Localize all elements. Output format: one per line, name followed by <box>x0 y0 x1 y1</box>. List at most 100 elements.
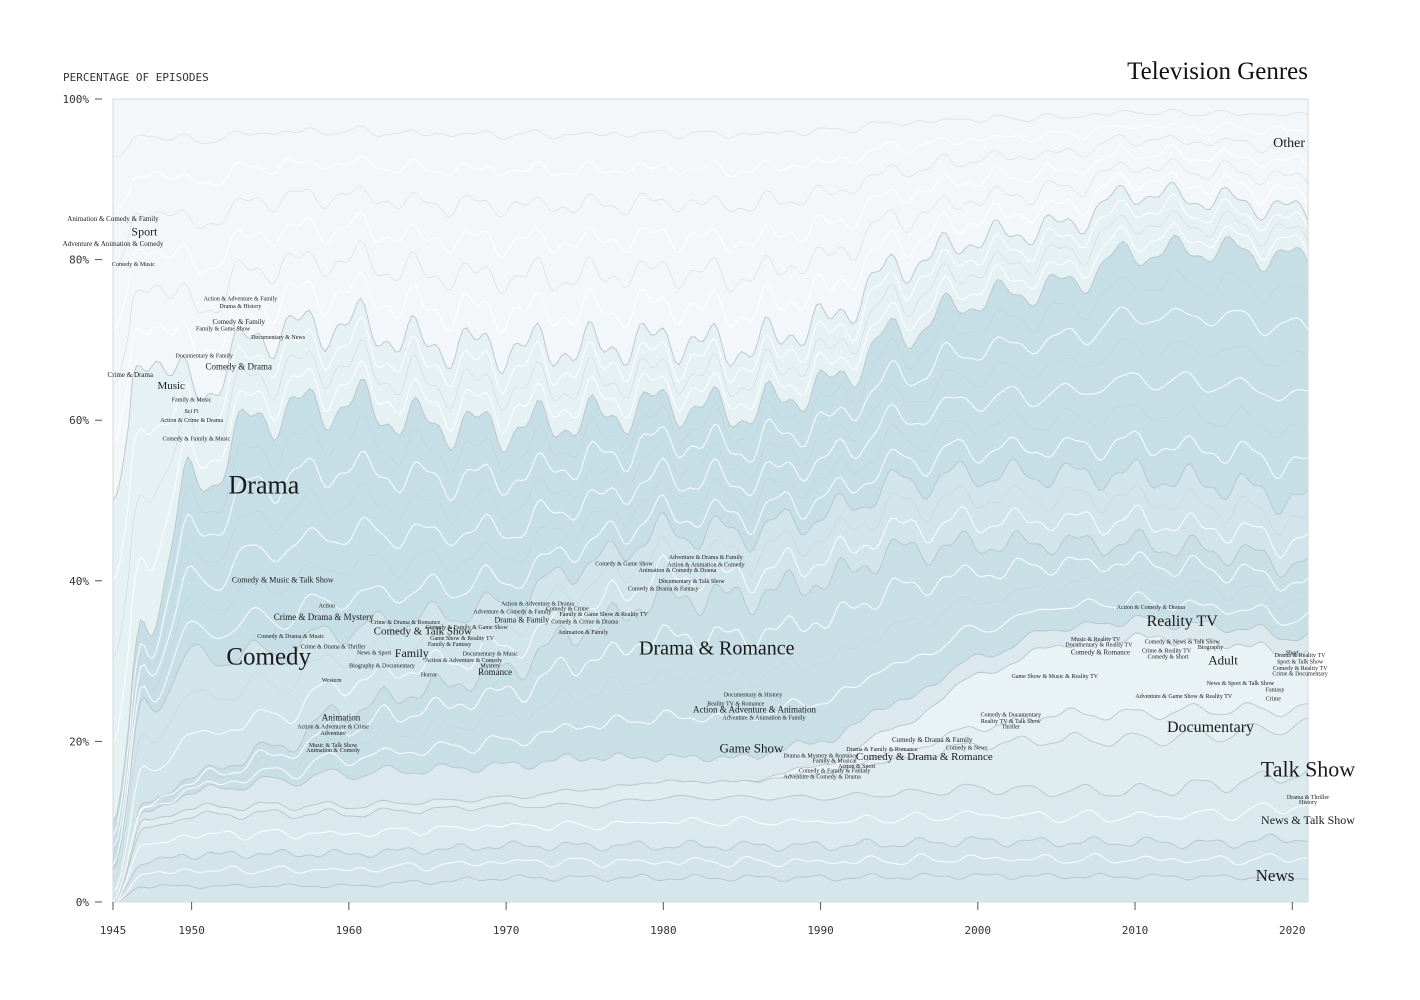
genre-label-reality-tv-talk-show-73: Reality TV & Talk Show <box>981 719 1042 725</box>
genre-label-sport-talk-show-88: Sport & Talk Show <box>1277 660 1324 666</box>
y-axis: 0% 20% 40% 60% 80% 100% <box>63 93 102 909</box>
series-texture-sport-1 <box>112 222 1309 744</box>
series-texture-drama-5 <box>112 306 1309 837</box>
genre-label-comedy-family-7: Comedy & Family <box>213 318 266 326</box>
texture-layer <box>112 108 1309 905</box>
y-tick-label-0: 0% <box>76 896 90 909</box>
genre-label-family-music-14: Family & Music <box>172 398 212 404</box>
chart-title: Television Genres <box>1127 58 1308 85</box>
genre-label-romance-36: Romance <box>478 667 512 677</box>
genre-label-documentary-family-10: Documentary & Family <box>176 354 233 360</box>
genre-label-game-show-62: Game Show <box>719 741 784 756</box>
genre-label-comedy-drama-romance-71: Comedy & Drama & Romance <box>856 751 993 763</box>
genre-label-animation-comedy-drama-54: Animation & Comedy & Drama <box>639 568 717 574</box>
genre-label-crime-reality-tv-83: Crime & Reality TV <box>1142 648 1192 654</box>
genre-label-fantasy-92: Fantasy <box>1266 688 1285 694</box>
genre-label-action-adventure-comedy-32: Action & Adventure & Comedy <box>425 658 502 664</box>
genre-label-other-0: Other <box>1273 136 1305 151</box>
genre-label-animation-comedy-family-1: Animation & Comedy & Family <box>67 215 159 223</box>
y-tick-label-60: 60% <box>69 414 89 427</box>
y-tick-label-20: 20% <box>69 735 89 748</box>
genre-label-music-reality-tv-77: Music & Reality TV <box>1071 637 1121 643</box>
genre-label-action-20: Action <box>319 603 335 609</box>
genre-label-family-musical-64: Family & Musical <box>813 758 857 764</box>
genre-label-game-show-music-reality-tv-75: Game Show & Music & Reality TV <box>1012 674 1099 680</box>
y-tick-label-100: 100% <box>63 93 90 106</box>
genre-label-documentary-95: Documentary <box>1167 719 1254 736</box>
genre-label-drama-romance-57: Drama & Romance <box>639 638 795 660</box>
genre-label-reality-tv-romance-59: Reality TV & Romance <box>707 701 764 707</box>
genre-label-drama-reality-tv-87: Drama & Reality TV <box>1275 653 1326 659</box>
genre-label-biography-82: Biography <box>1198 645 1223 651</box>
series-layer <box>112 98 1309 904</box>
series-texture-comedy-2 <box>112 484 1309 883</box>
y-axis-title: PERCENTAGE OF EPISODES <box>63 71 209 84</box>
series-texture-drama-romance-3 <box>112 551 1309 903</box>
genre-label-adventure-animation-family-61: Adventure & Animation & Family <box>723 716 806 722</box>
series-texture-other-6 <box>113 108 1309 158</box>
genre-label-sport-2: Sport <box>131 225 158 239</box>
genre-label-comedy-crime-45: Comedy & Crime <box>546 607 589 613</box>
genre-label-action-adventure-drama-44: Action & Adventure & Drama <box>501 602 574 608</box>
x-tick-label-2020: 2020 <box>1279 924 1306 937</box>
genre-label-comedy-romance-79: Comedy & Romance <box>1071 649 1130 657</box>
x-tick-label-1970: 1970 <box>493 924 520 937</box>
series-texture-talk-show-1 <box>112 802 1309 904</box>
genre-label-action-adventure-crime-40: Action & Adventure & Crime <box>297 725 369 731</box>
x-tick-label-1980: 1980 <box>650 924 677 937</box>
genre-label-adult-85: Adult <box>1208 652 1238 667</box>
genre-label-family-game-show-reality-tv-47: Family & Game Show & Reality TV <box>559 612 648 618</box>
genre-label-animation-family-50: Animation & Family <box>558 630 608 636</box>
genre-label-action-adventure-family-5: Action & Adventure & Family <box>204 297 278 303</box>
plot-frame <box>112 98 1309 903</box>
genre-label-music-talk-show-42: Music & Talk Show <box>309 743 358 749</box>
genre-label-documentary-music-31: Documentary & Music <box>463 652 519 658</box>
genre-label-comedy-news-70: Comedy & News <box>946 745 988 751</box>
series-texture-drama-6 <box>112 271 1309 827</box>
x-tick-label-1960: 1960 <box>336 924 363 937</box>
genre-label-game-show-reality-tv-26: Game Show & Reality TV <box>430 636 495 642</box>
y-tick-label-80: 80% <box>69 254 89 267</box>
genre-label-music-13: Music <box>157 380 185 392</box>
genre-label-documentary-reality-tv-78: Documentary & Reality TV <box>1065 643 1133 649</box>
series-texture-drama-2 <box>112 402 1309 857</box>
series-texture-drama-3 <box>112 371 1309 848</box>
genre-label-documentary-talk-show-55: Documentary & Talk Show <box>659 579 726 585</box>
series-texture-drama-1 <box>112 430 1309 866</box>
genre-label-adventure-drama-family-51: Adventure & Drama & Family <box>669 555 743 561</box>
genre-label-action-adventure-animation-60: Action & Adventure & Animation <box>693 705 816 715</box>
genre-label-comedy-talk-show-24: Comedy & Talk Show <box>374 626 472 638</box>
genre-label-documentary-news-9: Documentary & News <box>251 335 306 341</box>
x-tick-label-1990: 1990 <box>807 924 834 937</box>
genre-label-crime-drama-mystery-21: Crime & Drama & Mystery <box>274 612 374 622</box>
series-texture-other-4 <box>112 134 1309 272</box>
genre-label-comedy-game-show-52: Comedy & Game Show <box>595 562 653 568</box>
genre-label-comedy-drama-family-69: Comedy & Drama & Family <box>892 736 973 744</box>
genre-label-thriller-74: Thriller <box>1002 725 1020 731</box>
genre-label-short-86: Short <box>1286 651 1299 657</box>
genre-label-news-sport-talk-show-91: News & Sport & Talk Show <box>1207 681 1275 687</box>
genre-label-action-sport-65: Action & Sport <box>838 764 875 770</box>
genre-label-comedy-drama-11: Comedy & Drama <box>206 362 273 372</box>
genre-label-action-comedy-drama-76: Action & Comedy & Drama <box>1117 605 1186 611</box>
genre-label-crime-94: Crime <box>1266 696 1281 702</box>
series-texture-other-5 <box>112 122 1309 213</box>
series-texture-drama-romance-2 <box>112 572 1309 905</box>
genre-label-crime-drama-12: Crime & Drama <box>108 371 154 379</box>
genre-label-adventure-comedy-family-46: Adventure & Comedy & Family <box>473 610 551 616</box>
genre-label-drama-family-48: Drama & Family <box>494 616 549 625</box>
genre-label-comedy-35: Comedy <box>226 643 311 670</box>
genre-label-crime-documentary-90: Crime & Documentary <box>1272 672 1327 678</box>
genre-label-comedy-reality-tv-89: Comedy & Reality TV <box>1273 666 1328 672</box>
series-texture-other-1 <box>112 171 1309 443</box>
series-texture-sport-2 <box>112 210 1309 660</box>
genre-label-drama-thriller-97: Drama & Thriller <box>1287 795 1329 801</box>
genre-label-action-animation-comedy-53: Action & Animation & Comedy <box>667 562 744 568</box>
genre-label-comedy-documentary-72: Comedy & Documentary <box>980 713 1041 719</box>
genre-label-history-98: History <box>1299 800 1317 806</box>
genre-label-adventure-game-show-reality-tv-93: Adventure & Game Show & Reality TV <box>1135 694 1233 700</box>
genre-label-news-sport-29: News & Sport <box>357 651 392 657</box>
genre-label-adventure-animation-comedy-3: Adventure & Animation & Comedy <box>63 240 164 248</box>
x-axis: 1945 1950 1960 1970 1980 1990 2000 2010 2020 <box>100 902 1306 937</box>
genre-label-family-game-show-8: Family & Game Show <box>196 326 251 332</box>
